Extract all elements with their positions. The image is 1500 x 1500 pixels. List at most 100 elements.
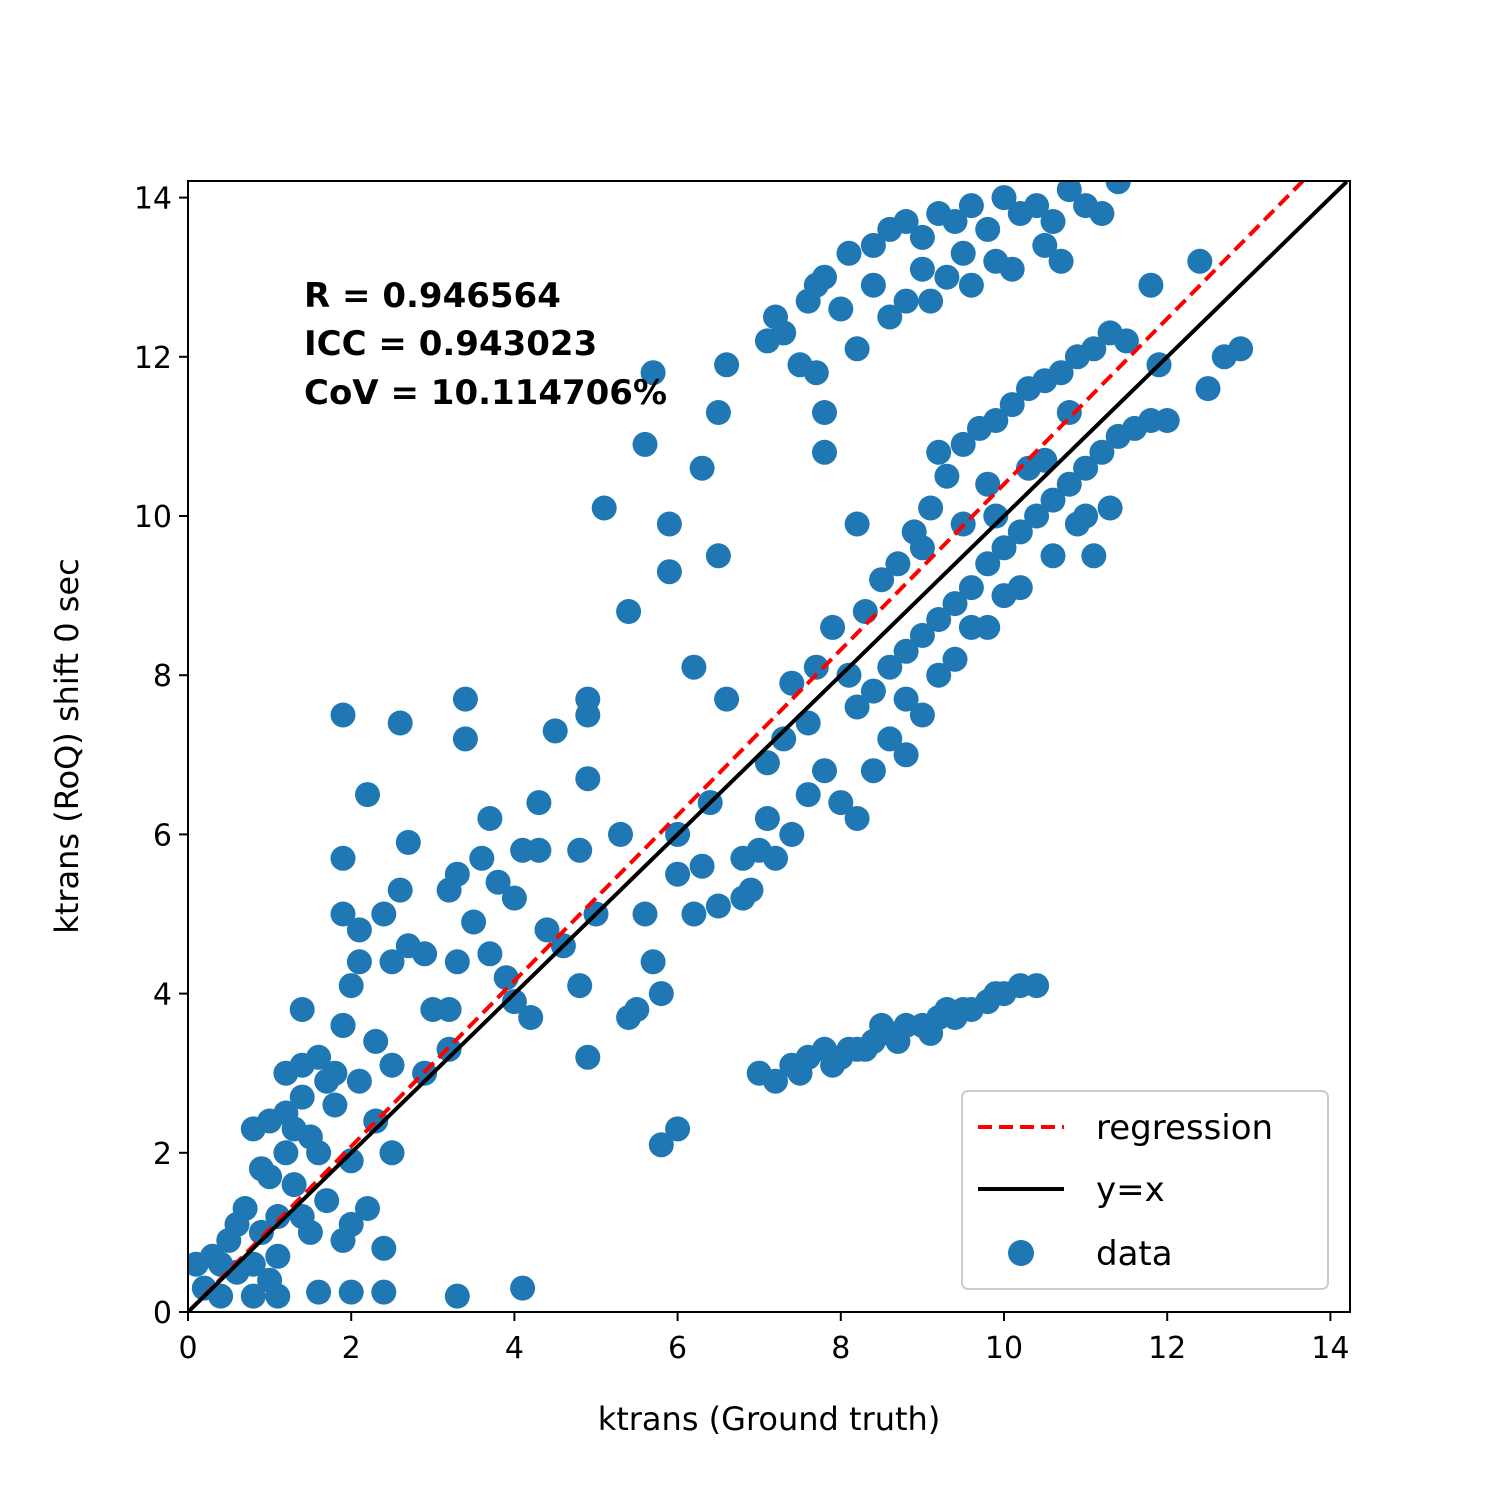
data-point-246 <box>1228 336 1254 362</box>
data-point-27 <box>371 1235 397 1261</box>
legend-identity-label: y=x <box>1096 1170 1165 1210</box>
data-point-277 <box>983 503 1009 529</box>
data-point-197 <box>909 256 935 282</box>
data-point-179 <box>975 216 1001 242</box>
data-point-51 <box>387 710 413 736</box>
data-point-169 <box>828 296 854 322</box>
data-point-193 <box>918 288 944 314</box>
data-point-210 <box>950 431 976 457</box>
data-point-225 <box>909 622 935 648</box>
data-point-3 <box>208 1283 234 1309</box>
data-point-201 <box>803 654 829 680</box>
data-point-266 <box>909 702 935 728</box>
y-tick-label-12: 12 <box>134 341 172 376</box>
data-point-36 <box>208 1251 234 1277</box>
data-point-39 <box>379 1140 405 1166</box>
data-point-279 <box>909 535 935 561</box>
data-point-236 <box>1089 439 1115 465</box>
data-point-84 <box>477 941 503 967</box>
data-point-33 <box>289 1204 315 1229</box>
data-point-259 <box>812 758 837 784</box>
data-point-271 <box>1073 503 1099 529</box>
data-point-7 <box>240 1251 266 1277</box>
data-point-278 <box>844 511 870 537</box>
data-point-157 <box>836 1036 862 1062</box>
data-point-195 <box>999 256 1025 282</box>
data-point-267 <box>942 646 968 672</box>
y-tick-label-2: 2 <box>153 1137 172 1172</box>
data-point-128 <box>771 726 797 752</box>
data-point-172 <box>860 232 886 258</box>
data-point-216 <box>1048 360 1074 386</box>
data-point-107 <box>656 559 682 585</box>
data-point-233 <box>1040 487 1066 513</box>
data-point-41 <box>338 1279 364 1305</box>
data-point-223 <box>877 654 903 680</box>
data-point-129 <box>779 670 805 696</box>
legend-regression-label: regression <box>1096 1108 1273 1148</box>
data-point-158 <box>754 806 780 831</box>
data-point-55 <box>330 901 356 927</box>
data-point-112 <box>665 1116 691 1142</box>
data-point-203 <box>836 662 862 688</box>
data-point-117 <box>714 352 740 378</box>
x-tick-label-6: 6 <box>668 1331 687 1366</box>
x-tick-label-8: 8 <box>831 1331 850 1366</box>
data-point-52 <box>355 782 380 808</box>
data-point-273 <box>975 471 1001 497</box>
data-point-196 <box>860 272 886 298</box>
data-points <box>188 181 1254 1309</box>
x-tick-label-12: 12 <box>1148 1331 1186 1366</box>
data-point-170 <box>844 336 870 362</box>
data-point-40 <box>306 1279 332 1305</box>
data-point-34 <box>338 1211 364 1237</box>
data-point-232 <box>1024 503 1050 529</box>
data-point-191 <box>893 288 919 314</box>
data-point-200 <box>795 710 821 736</box>
data-point-99 <box>591 495 617 521</box>
data-point-119 <box>714 686 740 712</box>
data-point-202 <box>820 614 846 640</box>
data-point-19 <box>314 1188 340 1214</box>
data-point-205 <box>869 567 895 593</box>
data-point-14 <box>281 1172 307 1198</box>
data-point-154 <box>869 1012 895 1038</box>
data-point-164 <box>812 400 837 425</box>
data-point-229 <box>975 551 1001 577</box>
data-point-167 <box>812 264 837 290</box>
data-point-46 <box>240 1283 266 1309</box>
data-point-182 <box>1024 193 1050 219</box>
data-point-108 <box>632 901 658 927</box>
data-point-105 <box>640 360 666 386</box>
data-point-38 <box>257 1164 283 1190</box>
data-point-115 <box>689 455 715 481</box>
data-point-187 <box>1105 181 1131 195</box>
data-point-11 <box>265 1204 291 1229</box>
stats-annotation: R = 0.946564 ICC = 0.943023 CoV = 10.114… <box>304 276 667 413</box>
data-point-150 <box>885 1028 911 1054</box>
data-point-58 <box>346 917 372 943</box>
data-point-206 <box>885 551 911 577</box>
data-point-50 <box>330 702 356 728</box>
y-tick-label-10: 10 <box>134 500 172 535</box>
data-point-65 <box>444 861 470 887</box>
data-point-67 <box>444 949 470 975</box>
y-tick-label-14: 14 <box>134 182 172 217</box>
data-point-66 <box>461 909 487 935</box>
data-point-104 <box>632 431 658 457</box>
axis-ticks: 0 2 4 6 8 10 12 14 0 2 4 6 8 10 12 14 <box>134 182 1350 1366</box>
stat-cov: CoV = 10.114706% <box>304 373 667 413</box>
data-point-268 <box>975 614 1001 640</box>
data-point-59 <box>338 973 364 999</box>
data-point-56 <box>387 877 413 903</box>
data-point-24 <box>346 1068 372 1094</box>
data-point-152 <box>820 1052 846 1078</box>
data-point-174 <box>893 209 919 234</box>
data-point-106 <box>656 511 682 537</box>
data-point-244 <box>1195 376 1221 402</box>
data-point-261 <box>779 821 805 847</box>
data-point-186 <box>1089 201 1115 226</box>
data-point-213 <box>999 392 1025 418</box>
data-point-243 <box>1187 248 1213 274</box>
data-point-87 <box>518 1005 544 1030</box>
